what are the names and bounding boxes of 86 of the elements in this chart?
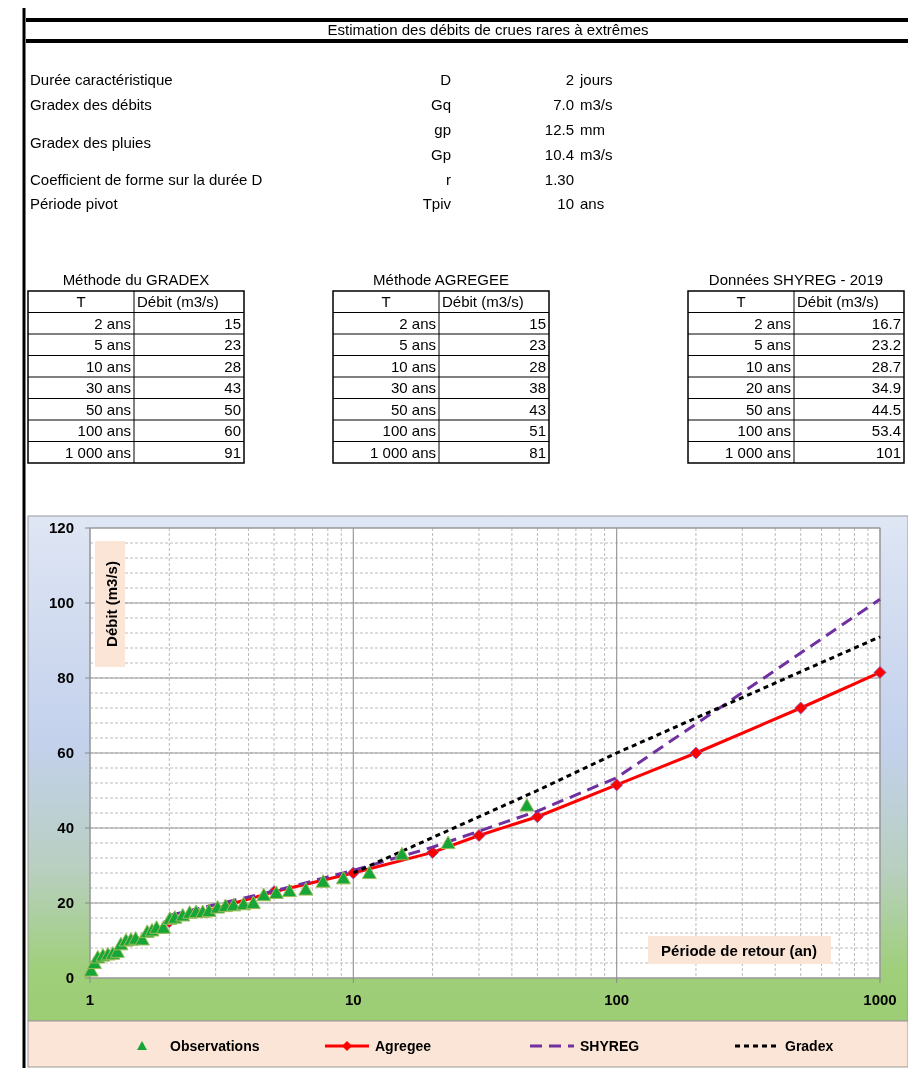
data-label: 23: [224, 336, 241, 353]
data-label: 28: [224, 357, 241, 375]
y-axis-title: Débit (m3/s): [103, 561, 120, 647]
text: Méthode du GRADEX: [62, 271, 210, 288]
data-label: 7.0 m3/s: [553, 96, 613, 113]
data-label: 51: [529, 422, 546, 439]
data-label: 2 jours: [565, 71, 613, 88]
data-label: 91: [224, 443, 241, 461]
y-tick-label: 100: [48, 594, 74, 611]
data-label: 34.9: [871, 379, 901, 396]
data-label: 43: [529, 400, 546, 418]
data-label: 60: [224, 422, 241, 439]
category-label: 50 ans: [85, 400, 131, 418]
data-label: 44.5: [871, 400, 901, 418]
category-label: 100 ans: [737, 422, 791, 439]
data-label: 1.30: [544, 171, 574, 188]
y-tick-label: 40: [57, 819, 74, 836]
y-tick-label: 120: [48, 519, 74, 536]
category-label: 30 ans: [390, 379, 436, 396]
category-label: r: [446, 171, 451, 188]
legend-label: SHYREG: [580, 1038, 640, 1054]
data-label: 53.4: [871, 422, 901, 439]
category-label: 50 ans: [745, 400, 791, 418]
category-label: 100 ans: [77, 422, 131, 439]
text: Gradex des débits: [30, 96, 152, 113]
text: Durée caractéristique: [30, 71, 173, 88]
category-label: gp: [434, 121, 451, 138]
data-label: 28: [529, 357, 546, 375]
text: T: [736, 293, 746, 310]
legend-label: Gradex: [785, 1038, 834, 1054]
x-tick-label: 10: [344, 991, 362, 1008]
text: T: [76, 293, 86, 310]
text: Période pivot: [30, 195, 119, 212]
data-label: 50: [224, 400, 241, 418]
text: Coefficient de forme sur la durée D: [30, 171, 263, 188]
data-label: 23.2: [871, 336, 901, 353]
y-tick-label: 0: [65, 969, 74, 986]
x-axis-title: Période de retour (an): [661, 942, 817, 959]
category-label: 2 ans: [399, 314, 436, 332]
category-label: Tpiv: [422, 195, 452, 212]
legend-label: Observations: [170, 1038, 260, 1054]
text: Débit (m3/s): [137, 293, 219, 310]
category-label: 5 ans: [754, 336, 791, 353]
category-label: 5 ans: [399, 336, 436, 353]
text: Méthode AGREGEE: [373, 271, 509, 288]
text: Débit (m3/s): [442, 293, 524, 310]
text: Débit (m3/s): [797, 293, 879, 310]
category-label: 2 ans: [94, 314, 131, 332]
category-label: 20 ans: [745, 379, 791, 396]
text: T: [381, 293, 391, 310]
data-label: 10 ans: [557, 195, 605, 212]
y-tick-label: 60: [57, 744, 74, 761]
category-label: 10 ans: [745, 357, 791, 375]
category-label: 1 000 ans: [725, 443, 791, 461]
category-label: 50 ans: [390, 400, 436, 418]
category-label: 100 ans: [382, 422, 436, 439]
category-label: 5 ans: [94, 336, 131, 353]
data-label: 38: [529, 379, 546, 396]
data-label: 12.5 mm: [544, 121, 605, 138]
data-label: 81: [529, 443, 546, 461]
data-label: 16.7: [871, 314, 901, 332]
data-label: 10.4 m3/s: [544, 146, 613, 163]
y-tick-label: 80: [57, 669, 74, 686]
x-tick-label: 100: [604, 991, 630, 1008]
category-label: 10 ans: [85, 357, 131, 375]
category-label: 30 ans: [85, 379, 131, 396]
x-tick-label: 1000: [863, 991, 897, 1008]
data-label: 101: [875, 443, 901, 461]
x-tick-label: 1: [85, 991, 95, 1008]
category-label: Gq: [430, 96, 451, 113]
category-label: 2 ans: [754, 314, 791, 332]
category-label: 10 ans: [390, 357, 436, 375]
text: Données SHYREG - 2019: [708, 271, 884, 288]
category-label: 1 000 ans: [370, 443, 436, 461]
text: Gradex des pluies: [30, 133, 151, 151]
data-label: 15: [224, 314, 241, 332]
data-label: 28.7: [871, 357, 901, 375]
data-label: 15: [529, 314, 546, 332]
y-tick-label: 20: [57, 894, 74, 911]
data-label: 23: [529, 336, 546, 353]
legend-label: Agregee: [375, 1038, 432, 1054]
category-label: Gp: [430, 146, 451, 163]
text: Estimation des débits de crues rares à extrêmes: [327, 21, 649, 38]
category-label: D: [440, 71, 452, 88]
data-label: 43: [224, 379, 241, 396]
category-label: 1 000 ans: [65, 443, 131, 461]
